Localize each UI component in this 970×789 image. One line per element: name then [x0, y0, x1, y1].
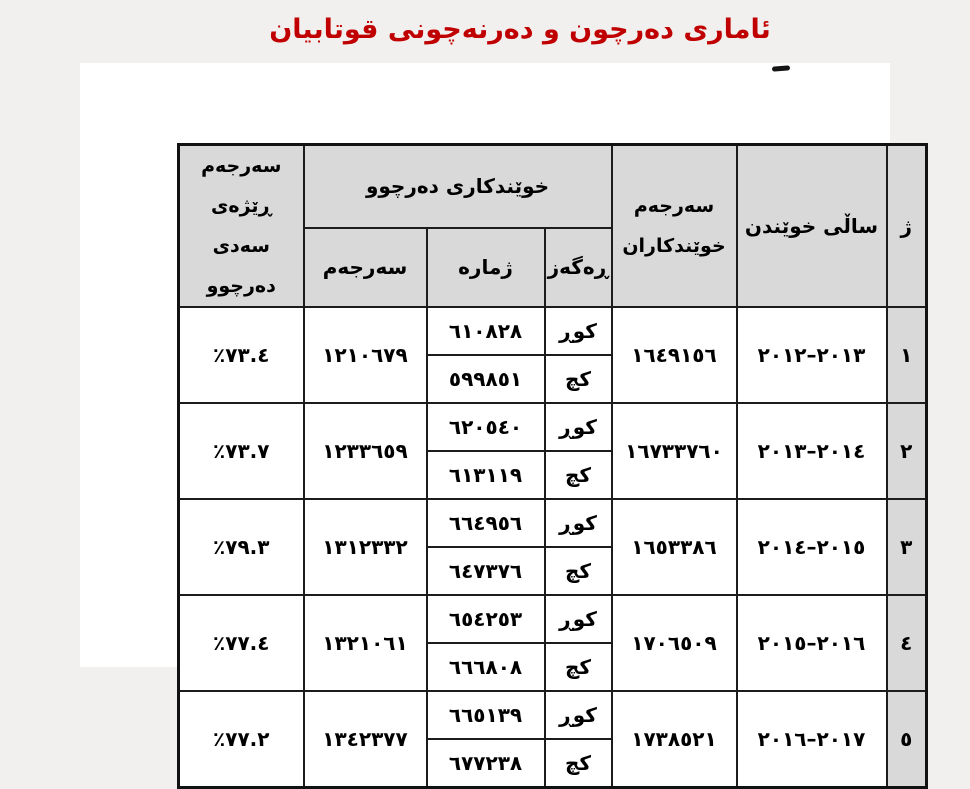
cell-row-number: ٢ — [885, 402, 928, 500]
cell-total-students: ١٧٠٦٥٠٩ — [610, 594, 738, 692]
table-row: ٣ ٢٠١٥–٢٠١٤ ١٦٥٣٣٨٦ کوڕ ٦٦٤٩٥٦ ١٣١٢٣٣٢ ٪… — [177, 498, 928, 596]
cell-passed-percentage: ٪٧٣.٧ — [177, 402, 305, 500]
header-passed-students-group: خوێندکاری دەرچوو — [302, 143, 613, 229]
table-row: کچ ٥٩٩٨٥١ — [179, 354, 927, 404]
header-school-year: ساڵی خوێندن — [735, 143, 888, 308]
cell-total-students: ١٦٤٩١٥٦ — [610, 306, 738, 404]
header-passed-percentage-line2: سەدی دەرچوو — [206, 235, 276, 297]
cell-gender-female: کچ — [543, 450, 613, 500]
header-total-students: سەرجەم خوێندکاران — [610, 143, 738, 308]
cell-passed-percentage: ٪٧٧.٤ — [177, 594, 305, 692]
cell-boys-count: ٦١٠٨٢٨ — [425, 306, 546, 356]
cell-row-number: ٣ — [885, 498, 928, 596]
cell-passed-sum: ١٢١٠٦٧٩ — [302, 306, 428, 404]
cell-gender-female: کچ — [543, 354, 613, 404]
header-total-students-line2: خوێندکاران — [622, 235, 726, 257]
cell-gender-female: کچ — [543, 738, 613, 788]
cell-school-year: ٢٠١٥–٢٠١٤ — [735, 498, 888, 596]
cell-passed-sum: ١٣٤٢٣٧٧ — [302, 690, 428, 788]
cell-total-students: ١٦٧٣٣٧٦٠ — [610, 402, 738, 500]
document-panel: ژ ساڵی خوێندن سەرجەم خوێندکاران خوێندکار… — [80, 63, 928, 789]
cell-total-students: ١٧٣٨٥٢١ — [610, 690, 738, 788]
table-row: کچ ٦١٣١١٩ — [179, 450, 927, 500]
header-count: ژمارە — [425, 226, 546, 309]
header-passed-percentage-line1: سەرجەم ڕێژەی — [201, 155, 282, 217]
cell-boys-count: ٦٥٤٢٥٣ — [425, 594, 546, 644]
cell-girls-count: ٦١٣١١٩ — [425, 450, 546, 500]
cell-gender-male: کوڕ — [543, 306, 613, 356]
header-sum: سەرجەم — [302, 226, 428, 309]
cell-boys-count: ٦٦٥١٣٩ — [425, 690, 546, 740]
cell-school-year: ٢٠١٧–٢٠١٦ — [735, 690, 888, 788]
cell-passed-percentage: ٪٧٧.٢ — [177, 690, 305, 788]
header-passed-percentage: سەرجەم ڕێژەی سەدی دەرچوو — [177, 143, 305, 308]
cell-boys-count: ٦٦٤٩٥٦ — [425, 498, 546, 548]
table-row: کچ ٦٤٧٣٧٦ — [179, 546, 927, 596]
table-row: ٢ ٢٠١٤–٢٠١٣ ١٦٧٣٣٧٦٠ کوڕ ٦٢٠٥٤٠ ١٢٣٣٦٥٩ … — [177, 402, 928, 500]
page-title: ئاماری دەرچون و دەرنەچونی قوتابیان — [269, 14, 771, 45]
pass-fail-statistics-table: ژ ساڵی خوێندن سەرجەم خوێندکاران خوێندکار… — [177, 143, 928, 789]
header-row-number: ژ — [885, 143, 928, 308]
cell-row-number: ٥ — [885, 690, 928, 788]
table-row: ٤ ٢٠١٦–٢٠١٥ ١٧٠٦٥٠٩ کوڕ ٦٥٤٢٥٣ ١٣٢١٠٦١ ٪… — [177, 594, 928, 692]
cell-girls-count: ٦٧٧٢٣٨ — [425, 738, 546, 788]
cell-school-year: ٢٠١٦–٢٠١٥ — [735, 594, 888, 692]
cell-gender-male: کوڕ — [543, 402, 613, 452]
header-gender: ڕەگەز — [543, 226, 613, 309]
table-row: ١ ٢٠١٣–٢٠١٢ ١٦٤٩١٥٦ کوڕ ٦١٠٨٢٨ ١٢١٠٦٧٩ ٪… — [177, 306, 928, 404]
cell-passed-sum: ١٢٣٣٦٥٩ — [302, 402, 428, 500]
cell-gender-male: کوڕ — [543, 690, 613, 740]
cell-school-year: ٢٠١٣–٢٠١٢ — [735, 306, 888, 404]
cell-gender-female: کچ — [543, 546, 613, 596]
cell-total-students: ١٦٥٣٣٨٦ — [610, 498, 738, 596]
header-total-students-line1: سەرجەم — [633, 195, 715, 217]
table-row: ٥ ٢٠١٧–٢٠١٦ ١٧٣٨٥٢١ کوڕ ٦٦٥١٣٩ ١٣٤٢٣٧٧ ٪… — [177, 690, 928, 788]
cell-gender-male: کوڕ — [543, 498, 613, 548]
cell-girls-count: ٥٩٩٨٥١ — [425, 354, 546, 404]
cell-passed-percentage: ٪٧٩.٣ — [177, 498, 305, 596]
cell-row-number: ٤ — [885, 594, 928, 692]
cell-gender-male: کوڕ — [543, 594, 613, 644]
cell-girls-count: ٦٦٦٨٠٨ — [425, 642, 546, 692]
cell-passed-sum: ١٣١٢٣٣٢ — [302, 498, 428, 596]
cell-boys-count: ٦٢٠٥٤٠ — [425, 402, 546, 452]
cell-school-year: ٢٠١٤–٢٠١٣ — [735, 402, 888, 500]
cell-passed-percentage: ٪٧٣.٤ — [177, 306, 305, 404]
cell-row-number: ١ — [885, 306, 928, 404]
cell-passed-sum: ١٣٢١٠٦١ — [302, 594, 428, 692]
cell-girls-count: ٦٤٧٣٧٦ — [425, 546, 546, 596]
